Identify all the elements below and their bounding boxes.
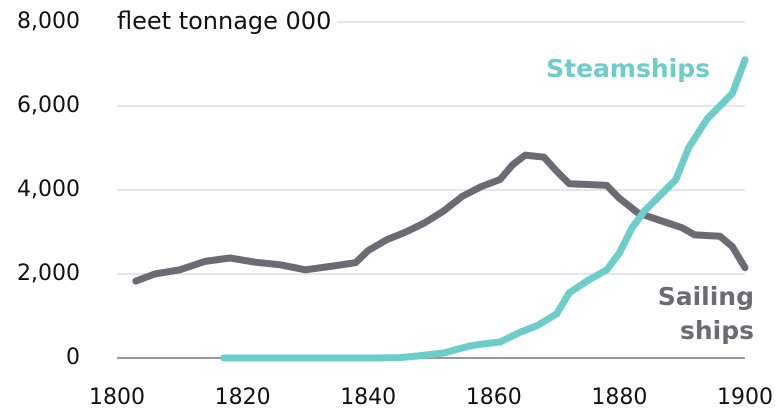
x-tick-label: 1800 bbox=[89, 385, 145, 410]
lines bbox=[132, 56, 749, 362]
y-tick-label: 2,000 bbox=[17, 261, 80, 286]
x-tick-label: 1880 bbox=[591, 385, 647, 410]
chart-title: fleet tonnage 000 bbox=[117, 7, 331, 35]
series-line bbox=[132, 151, 749, 285]
series-label: Sailing ships bbox=[657, 282, 754, 345]
grid bbox=[117, 21, 745, 359]
y-tick-label: 0 bbox=[66, 345, 80, 370]
x-tick-label: 1820 bbox=[215, 385, 271, 410]
x-tick-label: 1900 bbox=[717, 385, 773, 410]
series-line bbox=[220, 56, 749, 362]
x-tick-label: 1860 bbox=[466, 385, 522, 410]
series-label: Steamships bbox=[546, 54, 710, 83]
y-tick-label: 4,000 bbox=[17, 177, 80, 202]
y-tick-label: 6,000 bbox=[17, 93, 80, 118]
x-tick-label: 1840 bbox=[340, 385, 396, 410]
y-tick-label: 8,000 bbox=[17, 9, 80, 34]
